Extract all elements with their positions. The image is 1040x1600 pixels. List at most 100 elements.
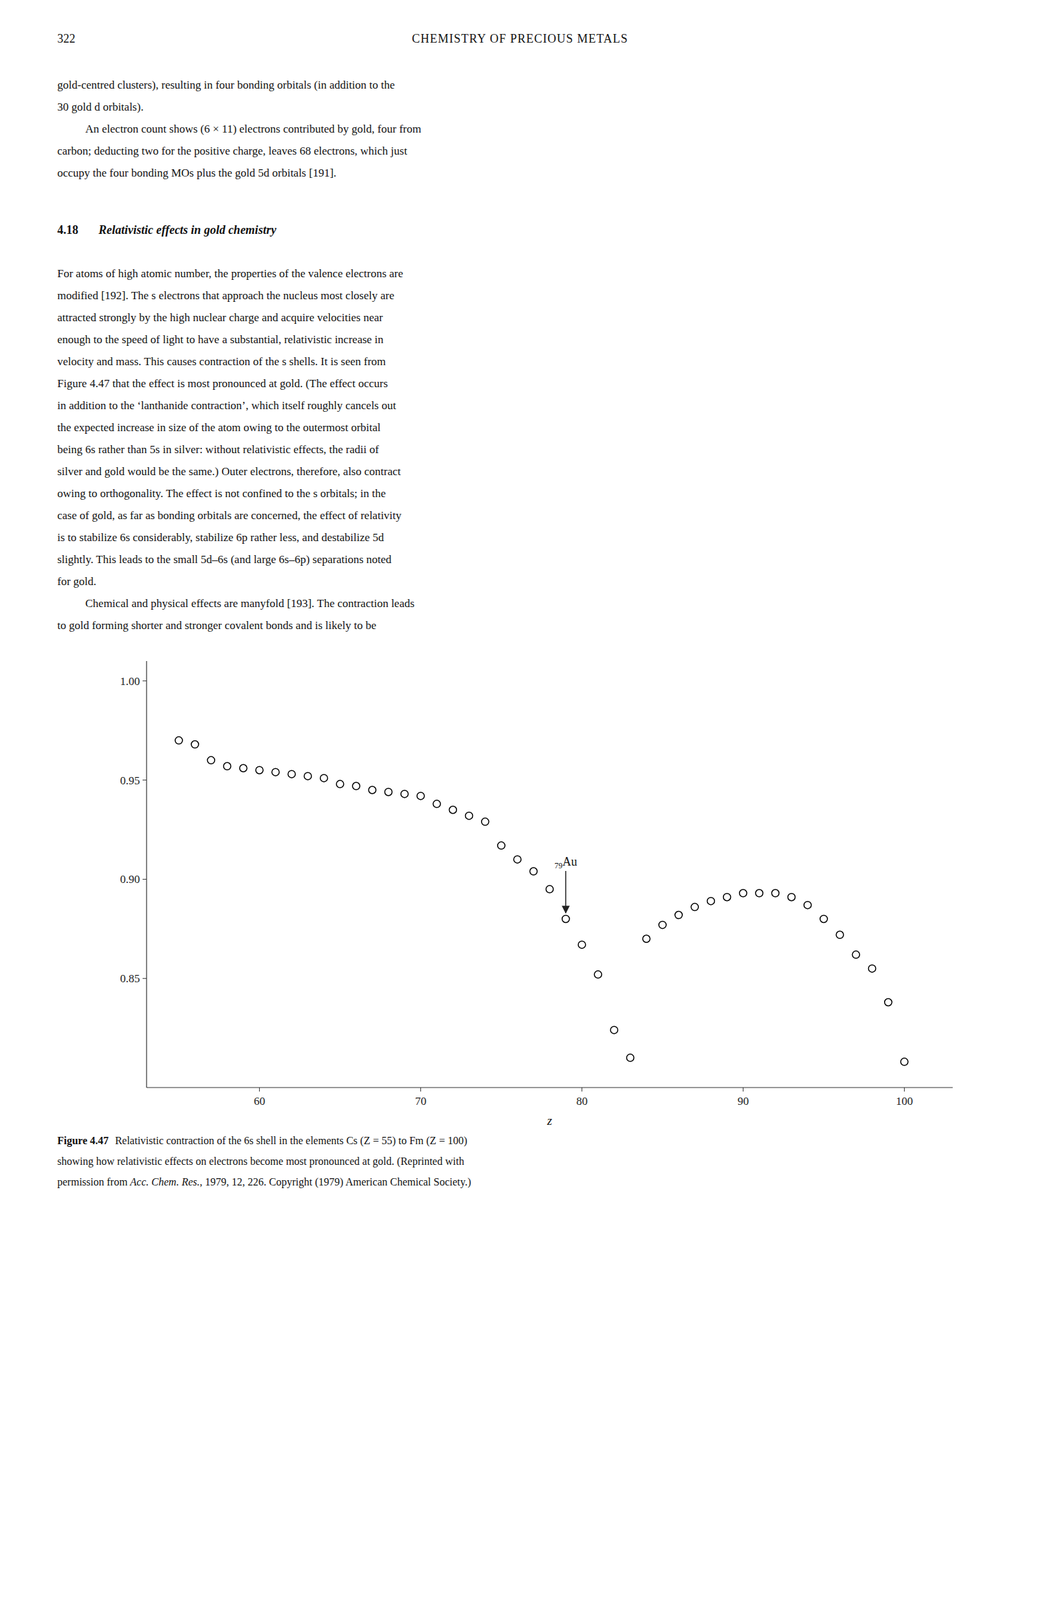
caption-part: showing how relativistic effects on elec… bbox=[57, 1155, 465, 1167]
section-number: 4.18 bbox=[57, 223, 79, 238]
intro-line: An electron count shows (6 × 11) electro… bbox=[85, 122, 422, 136]
body-line: slightly. This leads to the small 5d–6s … bbox=[57, 552, 392, 567]
data-point bbox=[336, 780, 344, 788]
data-point bbox=[884, 998, 893, 1007]
y-tick bbox=[142, 878, 147, 880]
caption-line: Figure 4.47 Relativistic contraction of t… bbox=[57, 1133, 468, 1147]
annotation: 79Au bbox=[554, 854, 577, 871]
data-point bbox=[271, 768, 280, 776]
data-point bbox=[562, 914, 570, 923]
body-line: for gold. bbox=[57, 574, 97, 589]
data-point bbox=[852, 950, 860, 959]
data-point bbox=[546, 885, 554, 893]
data-point bbox=[788, 893, 796, 901]
caption-part: Figure 4.47 bbox=[57, 1134, 109, 1146]
data-point bbox=[223, 762, 232, 770]
data-point bbox=[771, 889, 779, 897]
x-tick-label: 90 bbox=[737, 1094, 749, 1108]
data-point bbox=[175, 736, 183, 745]
data-point bbox=[191, 740, 199, 749]
data-point bbox=[690, 903, 699, 911]
body-line: case of gold, as far as bonding orbitals… bbox=[57, 509, 402, 523]
annotation-text: Au bbox=[562, 854, 577, 869]
data-point bbox=[320, 774, 328, 782]
x-tick bbox=[259, 1087, 260, 1092]
body-line: Chemical and physical effects are manyfo… bbox=[85, 596, 415, 611]
body-line: modified [192]. The s electrons that app… bbox=[57, 289, 395, 303]
data-point bbox=[674, 911, 683, 919]
x-tick-label: 80 bbox=[576, 1094, 588, 1108]
data-point bbox=[481, 818, 490, 826]
caption-part: permission from bbox=[57, 1175, 130, 1188]
caption-part: Relativistic contraction of the 6s shell… bbox=[115, 1134, 468, 1146]
body-line: Figure 4.47 that the effect is most pron… bbox=[57, 377, 388, 391]
data-point bbox=[513, 855, 521, 863]
data-point bbox=[836, 930, 844, 939]
data-point bbox=[642, 934, 651, 943]
data-points bbox=[175, 736, 909, 1066]
y-axis-line bbox=[145, 660, 147, 1088]
data-point bbox=[385, 788, 393, 796]
body-line: being 6s rather than 5s in silver: witho… bbox=[57, 443, 380, 457]
y-tick bbox=[142, 978, 147, 979]
data-point bbox=[207, 756, 215, 764]
y-tick bbox=[142, 680, 147, 681]
data-point bbox=[739, 889, 747, 897]
data-point bbox=[900, 1057, 909, 1066]
body-line: the expected increase in size of the ato… bbox=[57, 421, 381, 435]
caption-line: permission from Acc. Chem. Res., 1979, 1… bbox=[57, 1175, 472, 1188]
body-line: to gold forming shorter and stronger cov… bbox=[57, 618, 377, 633]
body-line: enough to the speed of light to have a s… bbox=[57, 333, 384, 347]
body-line: owing to orthogonality. The effect is no… bbox=[57, 487, 386, 501]
intro-line: occupy the four bonding MOs plus the gol… bbox=[57, 166, 337, 180]
x-axis-line bbox=[146, 1086, 953, 1088]
data-point bbox=[368, 786, 376, 794]
body-line: in addition to the ‘lanthanide contracti… bbox=[57, 399, 396, 413]
y-tick-label: 0.95 bbox=[119, 774, 140, 787]
page-number: 322 bbox=[57, 31, 76, 47]
intro-line: carbon; deducting two for the positive c… bbox=[57, 144, 408, 158]
x-axis-label: z bbox=[546, 1113, 553, 1128]
data-point bbox=[594, 970, 602, 979]
y-tick bbox=[142, 779, 147, 781]
x-tick bbox=[904, 1087, 905, 1092]
data-point bbox=[820, 914, 828, 923]
body-line: is to stabilize 6s considerably, stabili… bbox=[57, 530, 384, 545]
data-point bbox=[723, 893, 731, 901]
caption-line: showing how relativistic effects on elec… bbox=[57, 1154, 465, 1168]
data-point bbox=[304, 772, 312, 780]
data-point bbox=[804, 901, 812, 909]
section-title: Relativistic effects in gold chemistry bbox=[98, 223, 277, 238]
data-point bbox=[868, 964, 877, 973]
body-line: velocity and mass. This causes contracti… bbox=[57, 355, 386, 369]
x-tick-label: 100 bbox=[896, 1094, 914, 1108]
x-tick-label: 60 bbox=[253, 1094, 266, 1108]
data-point bbox=[626, 1053, 635, 1062]
y-tick-label: 0.90 bbox=[119, 872, 140, 886]
data-point bbox=[610, 1026, 618, 1034]
data-point bbox=[465, 812, 474, 820]
data-point bbox=[433, 800, 441, 808]
data-point bbox=[417, 792, 425, 800]
caption-part: , 1979, 12, 226. Copyright (1979) Americ… bbox=[199, 1175, 472, 1188]
x-tick bbox=[581, 1087, 583, 1092]
x-tick bbox=[742, 1087, 744, 1092]
body-line: attracted strongly by the high nuclear c… bbox=[57, 311, 384, 325]
chart: 607080901000.850.900.951.00z79Au bbox=[99, 648, 967, 1136]
x-tick-label: 70 bbox=[415, 1094, 427, 1108]
data-point bbox=[287, 770, 296, 778]
intro-line: gold-centred clusters), resulting in fou… bbox=[57, 78, 396, 92]
data-point bbox=[658, 920, 667, 929]
data-point bbox=[529, 867, 537, 875]
data-point bbox=[255, 766, 264, 774]
data-point bbox=[707, 897, 715, 905]
data-point bbox=[578, 940, 586, 949]
body-line: For atoms of high atomic number, the pro… bbox=[57, 267, 404, 281]
annotation-arrow bbox=[564, 870, 567, 913]
x-tick bbox=[420, 1087, 422, 1092]
annotation-subscript: 79 bbox=[554, 860, 563, 871]
data-point bbox=[497, 841, 506, 849]
data-point bbox=[401, 790, 409, 798]
y-tick-label: 0.85 bbox=[119, 972, 140, 985]
data-point bbox=[755, 889, 763, 897]
